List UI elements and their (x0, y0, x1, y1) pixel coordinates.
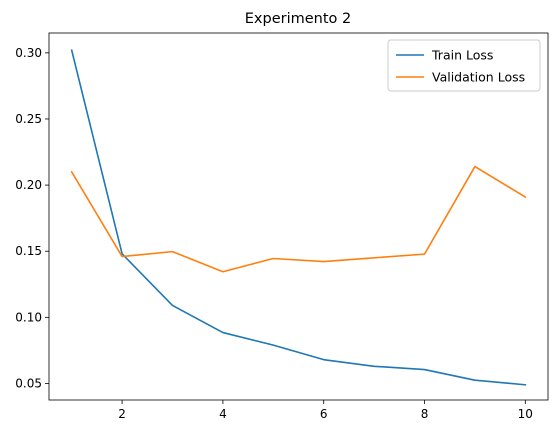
legend-box (387, 39, 541, 92)
y-tick-label: 0.30 (15, 46, 42, 60)
plot-axes: 2 4 6 8 10 0.05 0.10 0.15 0.20 0.25 0.30 (15, 32, 549, 421)
y-tick-label: 0.05 (15, 376, 42, 390)
y-tick-label: 0.10 (15, 310, 42, 324)
legend-label: Validation Loss (432, 70, 525, 85)
series-line-validation-loss (70, 165, 527, 273)
x-tick-label: 2 (118, 407, 126, 421)
chart-title: Experimento 2 (245, 11, 351, 27)
legend: Train Loss Validation Loss (387, 39, 541, 92)
y-tick-label: 0.25 (15, 112, 42, 126)
y-tick-label: 0.20 (15, 178, 42, 192)
legend-label: Train Loss (431, 48, 493, 63)
x-tick-label: 10 (518, 407, 533, 421)
plot-frame (48, 32, 549, 401)
y-tick-label: 0.15 (15, 244, 42, 258)
series-line-train-loss (70, 49, 527, 386)
x-tick-label: 4 (219, 407, 227, 421)
plot-series (70, 49, 527, 386)
x-tick-label: 8 (421, 407, 429, 421)
x-tick-label: 6 (320, 407, 328, 421)
